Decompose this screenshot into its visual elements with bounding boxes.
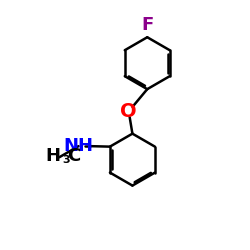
Text: H: H bbox=[46, 146, 60, 164]
Text: NH: NH bbox=[64, 137, 94, 155]
Text: C: C bbox=[67, 146, 80, 164]
Text: O: O bbox=[120, 102, 137, 121]
Text: F: F bbox=[141, 16, 154, 34]
Text: 3: 3 bbox=[62, 155, 70, 165]
